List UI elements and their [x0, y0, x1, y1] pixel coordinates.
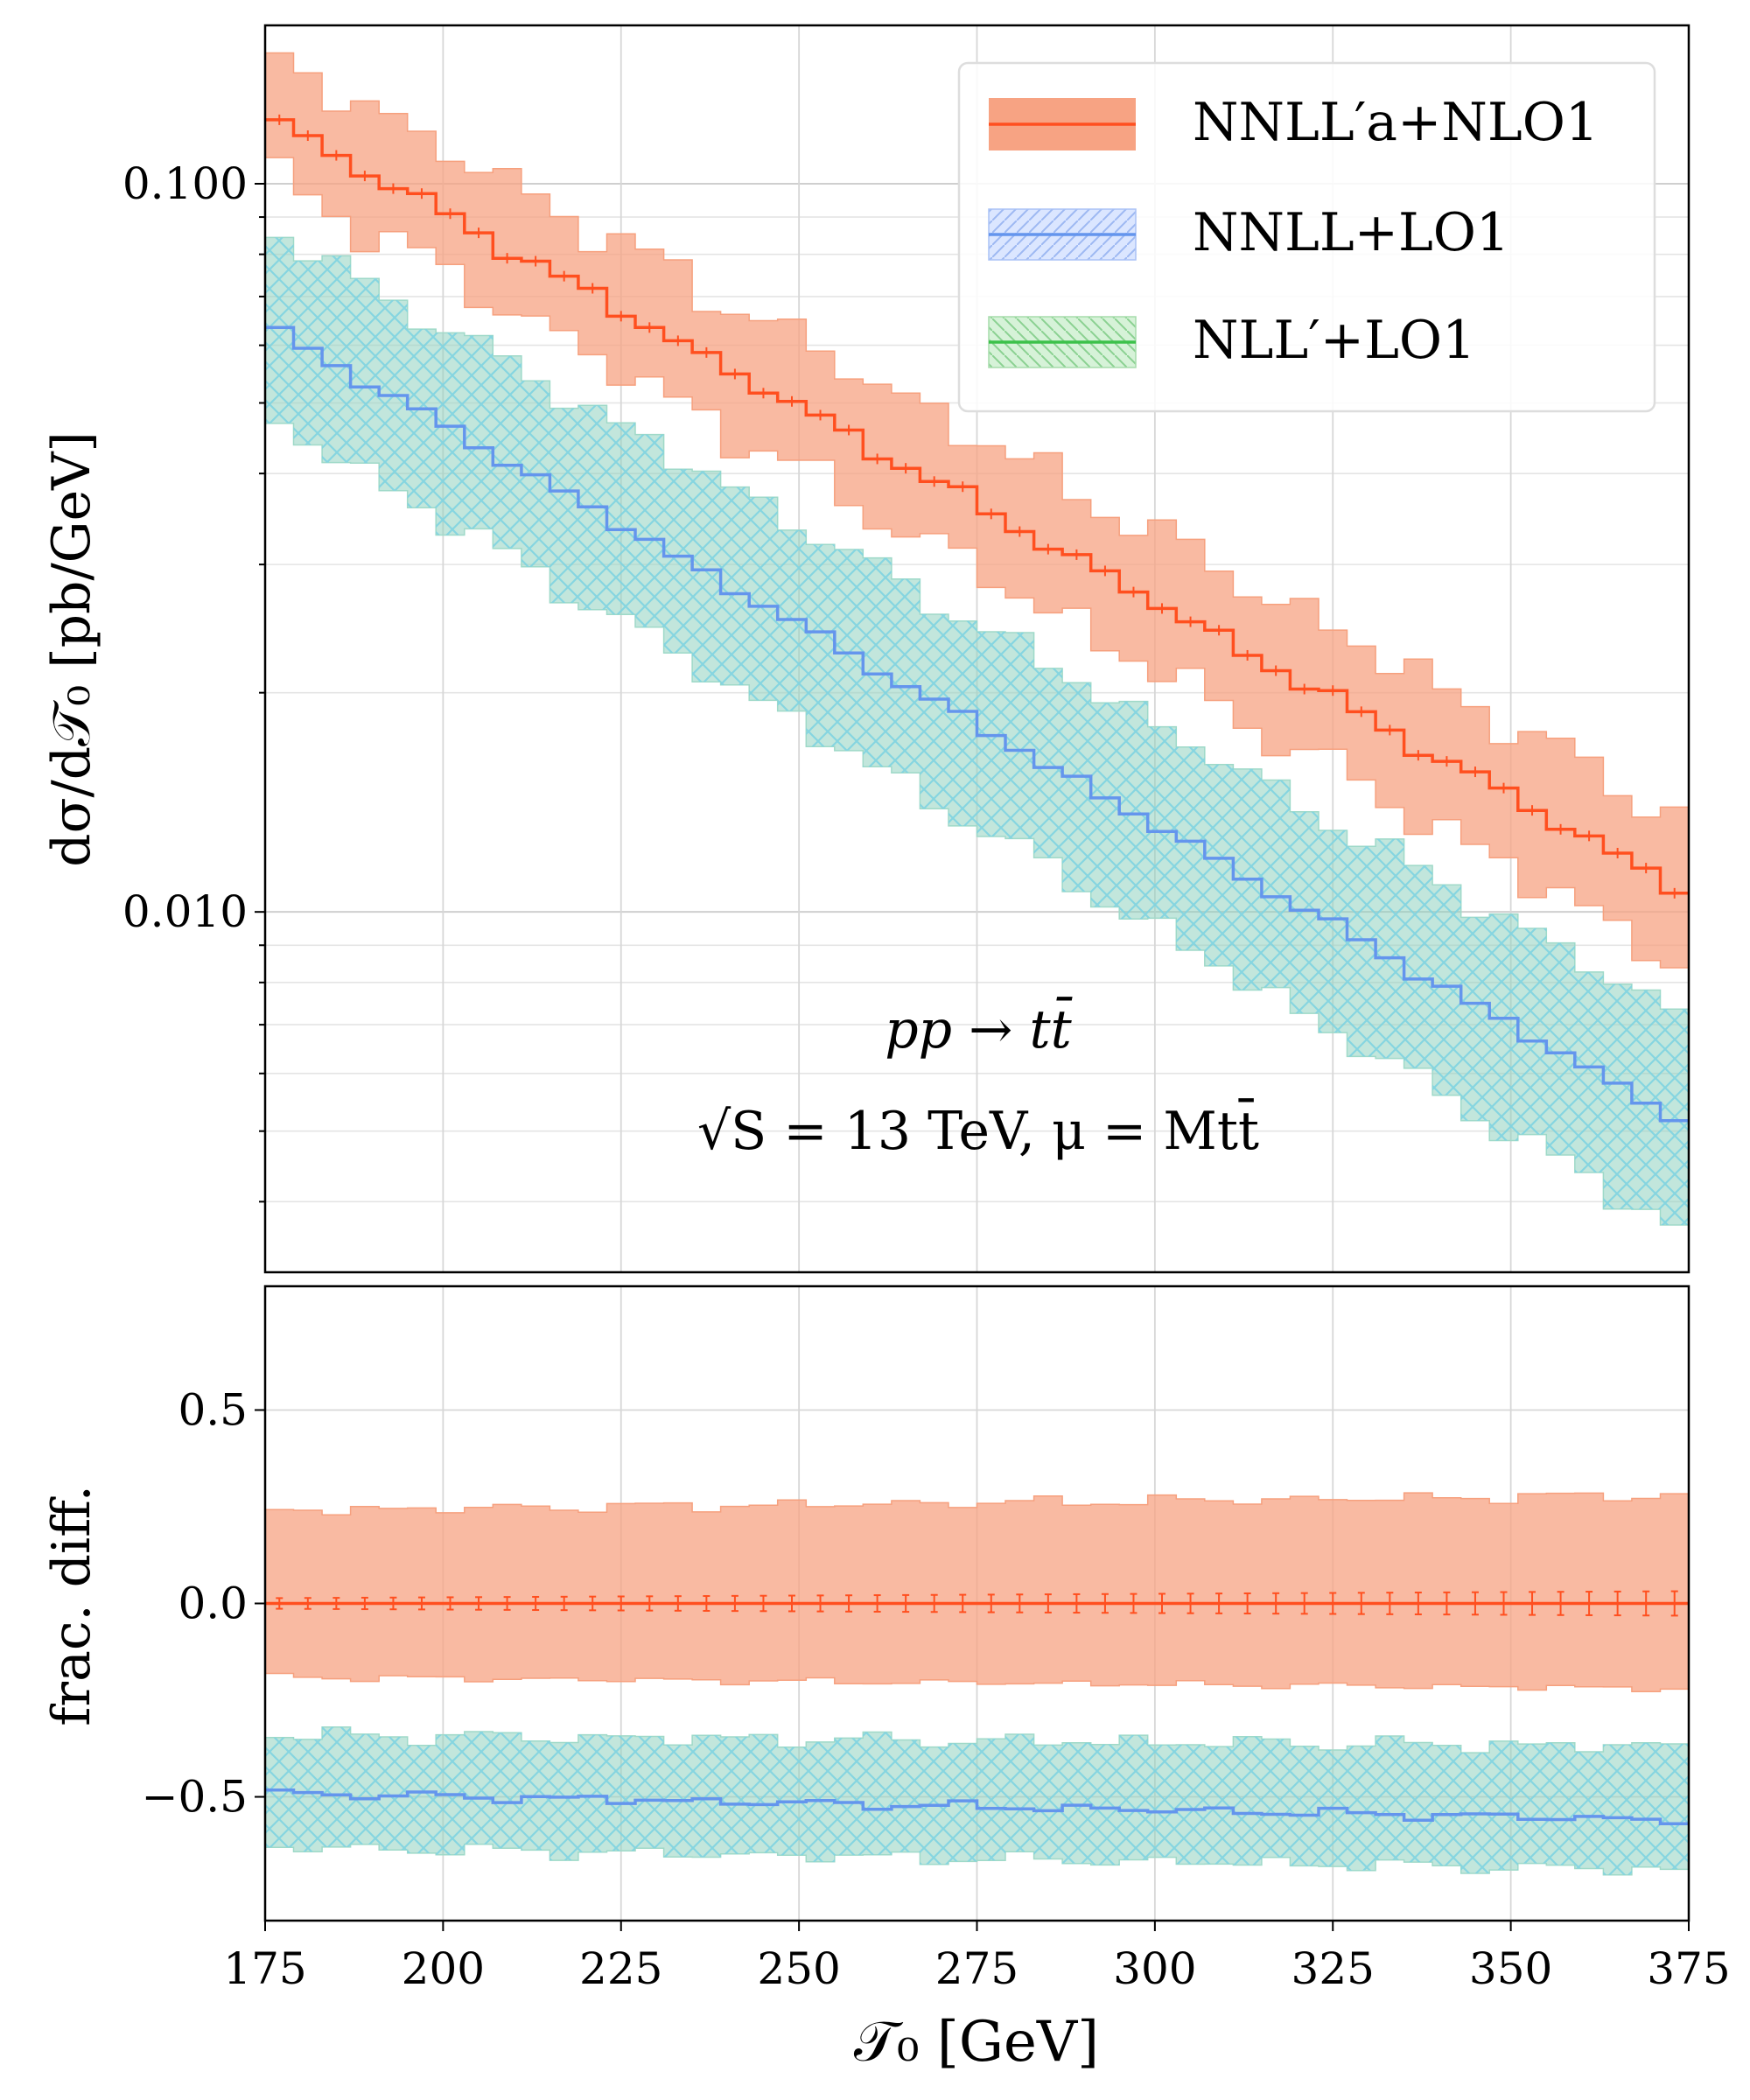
x-tick-label: 275: [935, 1943, 1018, 1994]
nnll-central-bottom: [265, 1788, 1689, 1825]
nnlla-errorbars-top: [278, 114, 1676, 899]
legend-label-nll: NLL′+LO1: [1193, 310, 1475, 371]
annotation-energy: √S = 13 TeV, μ = Mtt̄: [697, 1098, 1259, 1162]
x-ticks: 175 200 225 250 275 300 325 350 375: [223, 1921, 1731, 1994]
y-tick-label-top: 0.010: [122, 886, 248, 937]
y-tick-label-bottom: −0.5: [142, 1772, 248, 1823]
nnlla-band-fill-bottom: [265, 1492, 1689, 1693]
x-tick-label: 250: [757, 1943, 840, 1994]
legend-entry-nnlla: NNLL′a+NLO1: [989, 92, 1599, 153]
nnll-step-line-bottom: [265, 1788, 1689, 1825]
legend: NNLL′a+NLO1 NNLL+LO1 NLL′+LO1: [957, 61, 1656, 413]
top-panel: 0.010 0.100 dσ/d𝒯₀ [pb/GeV] pp → tt̄ √S =…: [41, 24, 1690, 1274]
y-axis-label-top: dσ/d𝒯₀ [pb/GeV]: [41, 431, 102, 867]
nnlla-band-bottom: [265, 1492, 1689, 1693]
nnll-central-top: [265, 326, 1689, 1123]
x-tick-label: 200: [402, 1943, 485, 1994]
x-tick-label: 325: [1292, 1943, 1375, 1994]
top-yticks: 0.010 0.100: [122, 158, 265, 1203]
x-tick-label: 350: [1469, 1943, 1552, 1994]
legend-entry-nll: NLL′+LO1: [988, 310, 1475, 371]
y-tick-label-top: 0.100: [122, 158, 248, 209]
top-frame: [263, 24, 1690, 1274]
y-axis-label-bottom: frac. diff.: [41, 1485, 102, 1726]
x-tick-label: 375: [1647, 1943, 1730, 1994]
y-tick-label-bottom: 0.5: [178, 1384, 248, 1435]
x-axis-label: 𝒯₀ [GeV]: [854, 2010, 1099, 2075]
bottom-panel: −0.5 0.0 0.5 175 200 225 250 275 300 325 350 375 f…: [41, 1284, 1731, 2075]
annotation-process: pp → tt̄: [885, 997, 1073, 1060]
nnlla-errorbars-bottom: [276, 1590, 1678, 1617]
x-tick-label: 225: [579, 1943, 662, 1994]
legend-label-nnll: NNLL+LO1: [1193, 202, 1509, 263]
nnll-step-line-top: [265, 326, 1689, 1123]
bottom-yticks: −0.5 0.0 0.5: [142, 1384, 265, 1823]
y-tick-label-bottom: 0.0: [178, 1578, 248, 1629]
x-tick-label: 300: [1113, 1943, 1196, 1994]
legend-label-nnlla: NNLL′a+NLO1: [1193, 92, 1599, 153]
legend-entry-nnll: NNLL+LO1: [988, 202, 1509, 263]
x-tick-label: 175: [223, 1943, 306, 1994]
